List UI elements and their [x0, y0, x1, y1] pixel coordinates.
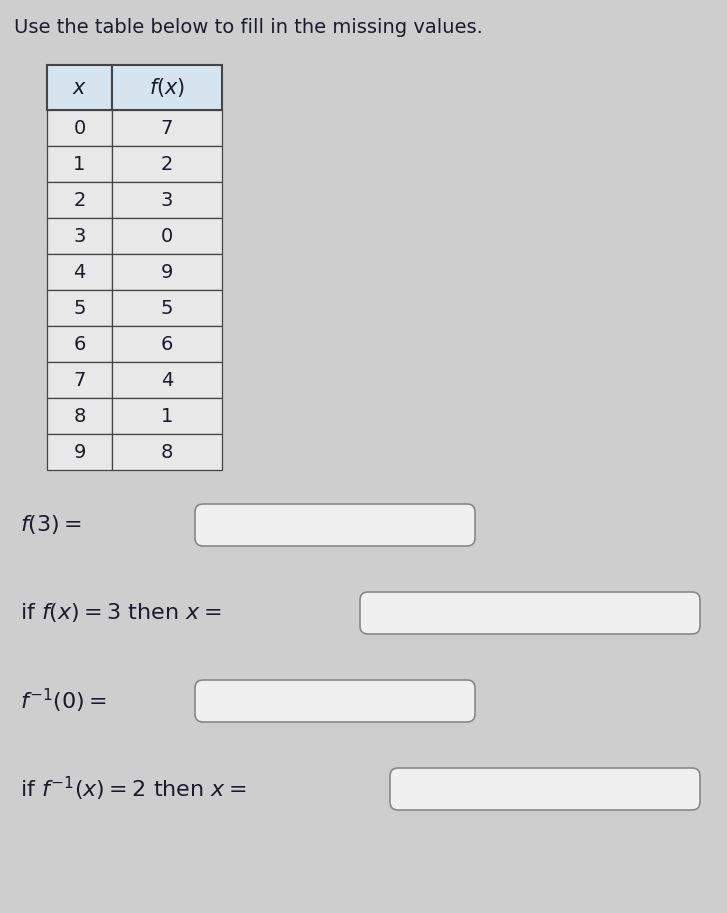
Text: $f^{-1}(0) =$: $f^{-1}(0) =$ — [20, 687, 107, 715]
Bar — [47, 182, 112, 218]
Bar — [47, 434, 112, 470]
Bar — [47, 290, 112, 326]
Text: 5: 5 — [73, 299, 86, 318]
Text: $f(3) =$: $f(3) =$ — [20, 513, 82, 537]
Text: 9: 9 — [161, 263, 173, 281]
Text: 4: 4 — [73, 263, 86, 281]
Bar — [112, 398, 222, 434]
Bar — [47, 110, 112, 146]
Bar — [112, 218, 222, 254]
Text: 7: 7 — [73, 371, 86, 390]
Bar — [47, 218, 112, 254]
Text: 4: 4 — [161, 371, 173, 390]
Bar — [47, 398, 112, 434]
Text: 0: 0 — [161, 226, 173, 246]
Bar — [47, 254, 112, 290]
FancyBboxPatch shape — [390, 768, 700, 810]
Text: 7: 7 — [161, 119, 173, 138]
Text: if $f(x) = 3$ then $x =$: if $f(x) = 3$ then $x =$ — [20, 602, 222, 624]
Bar — [47, 146, 112, 182]
Text: 6: 6 — [161, 334, 173, 353]
Text: 3: 3 — [161, 191, 173, 209]
Text: if $f^{-1}(x) = 2$ then $x =$: if $f^{-1}(x) = 2$ then $x =$ — [20, 775, 246, 803]
Text: 6: 6 — [73, 334, 86, 353]
Bar — [112, 434, 222, 470]
FancyBboxPatch shape — [195, 504, 475, 546]
Bar — [47, 362, 112, 398]
Text: 2: 2 — [73, 191, 86, 209]
Bar — [112, 290, 222, 326]
Bar — [112, 254, 222, 290]
Text: 0: 0 — [73, 119, 86, 138]
Text: 1: 1 — [73, 154, 86, 173]
Text: Use the table below to fill in the missing values.: Use the table below to fill in the missi… — [14, 18, 483, 37]
Text: $f(x)$: $f(x)$ — [149, 76, 185, 99]
Text: 8: 8 — [73, 406, 86, 425]
Bar — [47, 326, 112, 362]
Bar — [112, 65, 222, 110]
Text: 8: 8 — [161, 443, 173, 461]
Text: 9: 9 — [73, 443, 86, 461]
Bar — [112, 110, 222, 146]
Bar — [47, 65, 112, 110]
FancyBboxPatch shape — [195, 680, 475, 722]
Bar — [112, 146, 222, 182]
Text: $x$: $x$ — [72, 78, 87, 98]
Text: 2: 2 — [161, 154, 173, 173]
Bar — [112, 362, 222, 398]
Bar — [112, 182, 222, 218]
Text: 1: 1 — [161, 406, 173, 425]
Bar — [112, 326, 222, 362]
Text: 3: 3 — [73, 226, 86, 246]
FancyBboxPatch shape — [360, 592, 700, 634]
Text: 5: 5 — [161, 299, 173, 318]
